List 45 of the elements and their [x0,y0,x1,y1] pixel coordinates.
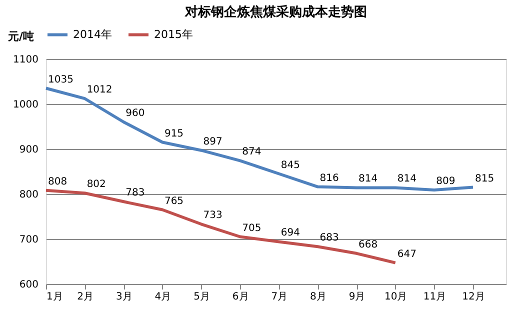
data-label: 802 [86,179,106,190]
data-label: 915 [164,128,184,140]
x-tick-label: 6月 [232,292,249,302]
data-label: 897 [203,136,222,148]
data-label: 809 [436,176,456,187]
data-label: 845 [280,160,300,171]
x-tick-label: 1月 [46,292,63,302]
y-tick-label: 1100 [13,54,38,66]
x-tick-label: 7月 [271,292,288,302]
data-label: 814 [358,174,378,185]
data-label: 874 [242,146,262,158]
x-tick-label: 2月 [77,292,94,302]
data-label: 816 [320,172,339,184]
y-tick-label: 600 [19,280,38,290]
x-tick-label: 8月 [310,292,326,302]
y-tick-label: 800 [19,190,38,200]
data-label: 647 [397,248,416,260]
x-tick-label: 11月 [423,292,446,302]
data-label: 765 [164,196,184,207]
data-label: 683 [320,232,339,244]
data-label: 1012 [86,84,112,96]
data-label: 1035 [48,74,74,86]
data-label: 960 [126,108,145,119]
line-series [44,188,397,264]
x-tick-label: 12月 [462,292,485,302]
y-tick-label: 700 [19,234,38,246]
legend-label: 2015年 [154,28,193,41]
x-tick-label: 3月 [116,292,132,302]
legend-label: 2014年 [73,28,112,41]
x-tick-label: 10月 [384,292,408,302]
x-tick-label: 9月 [348,292,366,302]
data-label: 808 [48,176,68,188]
data-label: 705 [242,222,262,234]
data-label: 668 [358,239,378,250]
x-tick-label: 4月 [154,292,172,302]
y-tick-label: 1000 [13,100,38,110]
data-label: 783 [126,188,145,199]
data-label: 814 [397,174,416,185]
data-label: 815 [475,173,494,184]
y-axis-title: 元/吨 [7,30,34,43]
chart-title: 对标钢企炼焦煤采购成本走势图 [184,4,367,20]
data-label: 733 [203,210,222,222]
data-label: 694 [280,228,300,239]
x-tick-label: 5月 [194,292,210,302]
y-tick-label: 900 [19,144,38,156]
